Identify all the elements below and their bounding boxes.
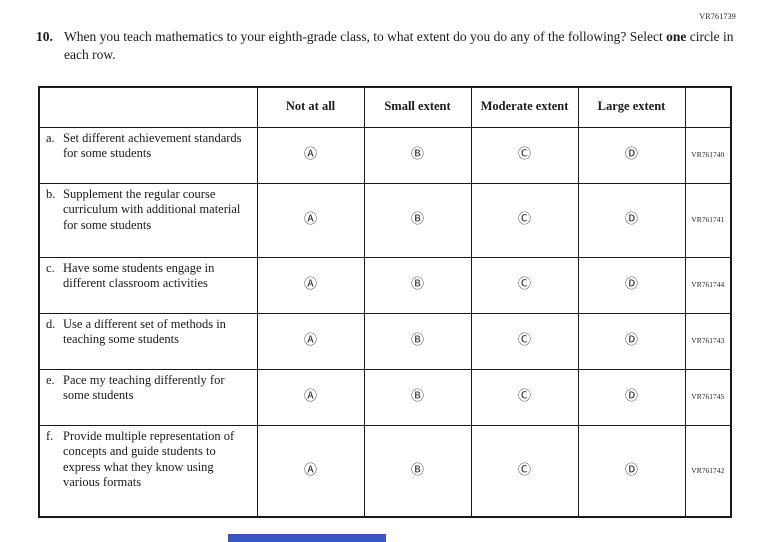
option-bubble-b[interactable]: Ⓑ [410, 276, 424, 292]
option-bubble-d[interactable]: Ⓓ [624, 211, 638, 227]
option-bubble-a[interactable]: Ⓐ [303, 388, 317, 404]
row-letter: a. [46, 130, 55, 145]
option-bubble-d[interactable]: Ⓓ [624, 146, 638, 162]
header-row: Not at all Small extent Moderate extent … [38, 86, 732, 128]
row-letter: d. [46, 316, 56, 331]
option-bubble-c[interactable]: Ⓒ [517, 146, 531, 162]
row-code: VR761744 [684, 256, 732, 314]
row-letter: f. [46, 428, 54, 443]
question-text: When you teach mathematics to your eight… [64, 28, 738, 64]
option-bubble-a[interactable]: Ⓐ [303, 211, 317, 227]
row-text: Use a different set of methods in teachi… [63, 316, 226, 347]
row-code: VR761745 [684, 368, 732, 426]
row-code: VR761742 [684, 424, 732, 518]
row-stem: e. Pace my teaching differently for some… [38, 368, 258, 426]
option-bubble-c[interactable]: Ⓒ [517, 332, 531, 348]
option-bubble-c[interactable]: Ⓒ [517, 276, 531, 292]
row-letter: b. [46, 186, 56, 201]
form-code: VR761739 [699, 12, 736, 21]
bottom-blue-bar [228, 534, 386, 542]
column-header-moderate-extent: Moderate extent [470, 86, 579, 128]
table-row-f: f. Provide multiple representation of co… [38, 424, 732, 518]
option-bubble-d[interactable]: Ⓓ [624, 462, 638, 478]
header-empty-cell [38, 86, 258, 128]
row-code: VR761740 [684, 126, 732, 184]
column-header-not-at-all: Not at all [256, 86, 365, 128]
table-row-e: e. Pace my teaching differently for some… [38, 368, 732, 426]
option-bubble-b[interactable]: Ⓑ [410, 332, 424, 348]
column-header-small-extent: Small extent [363, 86, 472, 128]
row-code: VR761743 [684, 312, 732, 370]
table-row-d: d. Use a different set of methods in tea… [38, 312, 732, 370]
option-bubble-a[interactable]: Ⓐ [303, 146, 317, 162]
question-number: 10. [36, 29, 53, 44]
row-text: Supplement the regular course curriculum… [63, 186, 241, 232]
row-letter: e. [46, 372, 55, 387]
option-bubble-c[interactable]: Ⓒ [517, 462, 531, 478]
option-bubble-b[interactable]: Ⓑ [410, 211, 424, 227]
row-text: Set different achievement standards for … [63, 130, 242, 161]
survey-table: Not at all Small extent Moderate extent … [38, 86, 732, 518]
row-text: Provide multiple representation of conce… [63, 428, 235, 490]
option-bubble-b[interactable]: Ⓑ [410, 462, 424, 478]
option-bubble-d[interactable]: Ⓓ [624, 276, 638, 292]
row-stem: d. Use a different set of methods in tea… [38, 312, 258, 370]
table-row-b: b. Supplement the regular course curricu… [38, 182, 732, 258]
table-row-a: a. Set different achievement standards f… [38, 126, 732, 184]
option-bubble-d[interactable]: Ⓓ [624, 332, 638, 348]
row-letter: c. [46, 260, 55, 275]
row-stem: f. Provide multiple representation of co… [38, 424, 258, 518]
row-text: Pace my teaching differently for some st… [63, 372, 225, 403]
option-bubble-b[interactable]: Ⓑ [410, 146, 424, 162]
row-text: Have some students engage in different c… [63, 260, 215, 291]
option-bubble-c[interactable]: Ⓒ [517, 388, 531, 404]
question-text-main: When you teach mathematics to your eight… [64, 29, 667, 44]
option-bubble-a[interactable]: Ⓐ [303, 332, 317, 348]
row-stem: a. Set different achievement standards f… [38, 126, 258, 184]
question-text-bold: one [666, 29, 687, 44]
header-code-cell [684, 86, 732, 128]
table-row-c: c. Have some students engage in differen… [38, 256, 732, 314]
row-code: VR761741 [684, 182, 732, 258]
option-bubble-d[interactable]: Ⓓ [624, 388, 638, 404]
question-text-suffix: circle in each row. [64, 29, 734, 63]
column-header-large-extent: Large extent [577, 86, 686, 128]
question-block: 10. When you teach mathematics to your e… [36, 28, 738, 64]
option-bubble-a[interactable]: Ⓐ [303, 462, 317, 478]
row-stem: b. Supplement the regular course curricu… [38, 182, 258, 258]
option-bubble-b[interactable]: Ⓑ [410, 388, 424, 404]
row-stem: c. Have some students engage in differen… [38, 256, 258, 314]
option-bubble-a[interactable]: Ⓐ [303, 276, 317, 292]
option-bubble-c[interactable]: Ⓒ [517, 211, 531, 227]
